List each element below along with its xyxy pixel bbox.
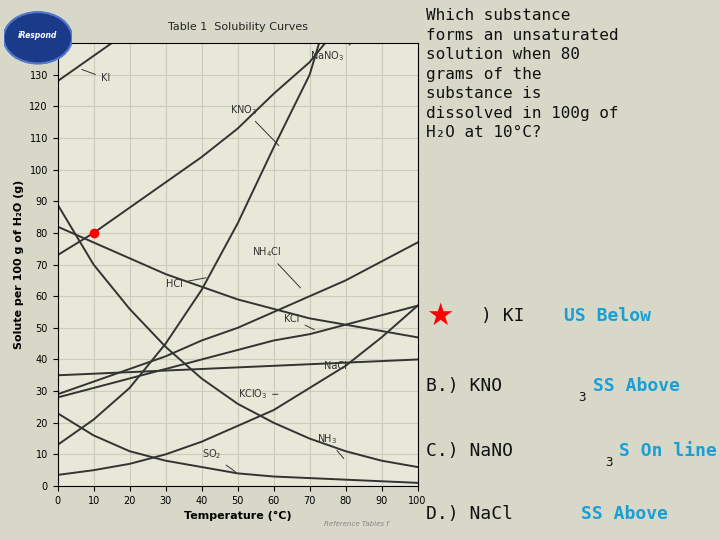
Text: HCl: HCl — [166, 278, 206, 289]
Text: ) KI: ) KI — [481, 307, 525, 325]
Y-axis label: Solute per 100 g of H₂O (g): Solute per 100 g of H₂O (g) — [14, 180, 24, 349]
Text: C.) NaNO: C.) NaNO — [426, 442, 513, 460]
Text: S On line: S On line — [619, 442, 717, 460]
Text: NH$_3$: NH$_3$ — [317, 431, 344, 458]
Text: NaCl: NaCl — [324, 361, 357, 371]
Text: SS Above: SS Above — [581, 505, 667, 523]
X-axis label: Temperature (°C): Temperature (°C) — [184, 511, 292, 521]
Text: iRespond: iRespond — [18, 31, 58, 39]
Ellipse shape — [4, 12, 72, 64]
Text: ★: ★ — [426, 301, 454, 330]
Text: D.) NaCl: D.) NaCl — [426, 505, 513, 523]
Text: 3: 3 — [577, 392, 585, 404]
Text: KI: KI — [82, 70, 110, 83]
Text: KCl: KCl — [284, 314, 315, 330]
Text: SO$_2$: SO$_2$ — [202, 448, 235, 472]
Text: 3: 3 — [606, 456, 613, 469]
Text: NH$_4$Cl: NH$_4$Cl — [252, 245, 300, 288]
Text: NaNO$_3$: NaNO$_3$ — [310, 44, 351, 63]
Text: Reference Tables f: Reference Tables f — [324, 521, 389, 526]
Text: KNO$_3$: KNO$_3$ — [230, 103, 279, 146]
Text: Table 1  Solubility Curves: Table 1 Solubility Curves — [168, 22, 307, 32]
Text: US Below: US Below — [564, 307, 651, 325]
Text: B.) KNO: B.) KNO — [426, 377, 503, 395]
Text: Which substance
forms an unsaturated
solution when 80
grams of the
substance is
: Which substance forms an unsaturated sol… — [426, 8, 618, 140]
Text: SS Above: SS Above — [593, 377, 680, 395]
Text: KClO$_3$: KClO$_3$ — [238, 387, 278, 401]
